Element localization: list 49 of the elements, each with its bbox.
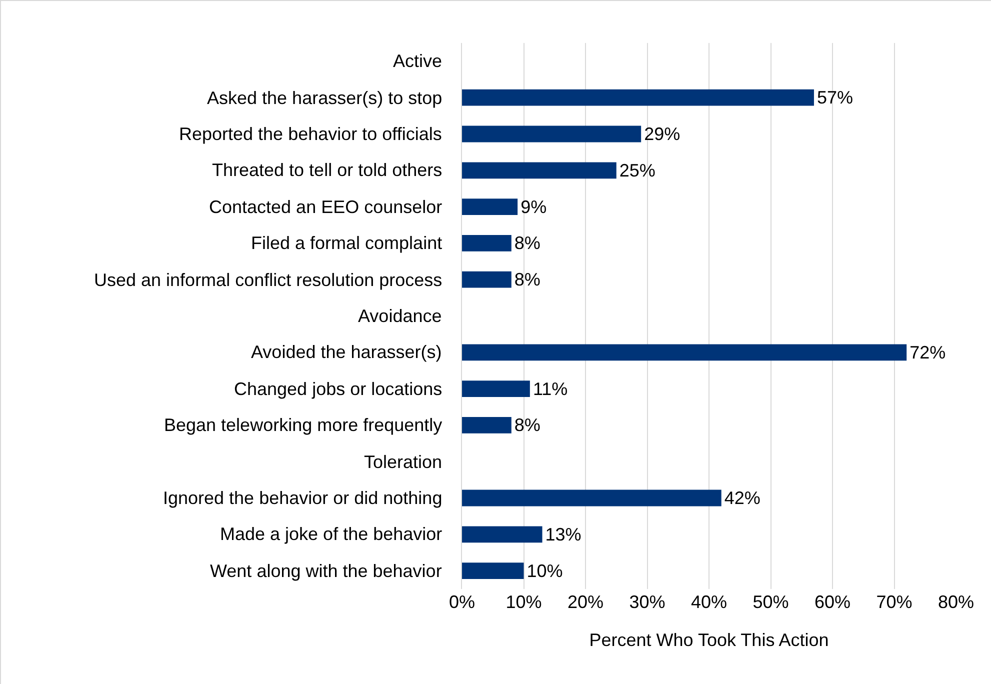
y-tick-label: Asked the harasser(s) to stop <box>207 88 442 108</box>
x-tick-label: 20% <box>567 592 604 612</box>
y-tick-label: Contacted an EEO counselor <box>209 197 442 217</box>
data-label: 10% <box>526 560 563 581</box>
bar <box>462 380 530 397</box>
y-tick-label: Made a joke of the behavior <box>220 524 442 544</box>
x-axis-title: Percent Who Took This Action <box>589 630 829 650</box>
y-tick-label: Toleration <box>364 452 442 472</box>
data-label: 11% <box>532 378 568 399</box>
bar <box>462 162 616 179</box>
data-label: 9% <box>520 196 547 217</box>
y-tick-label: Used an informal conflict resolution process <box>94 270 442 290</box>
data-label: 29% <box>644 124 680 144</box>
y-tick-label: Ignored the behavior or did nothing <box>163 488 442 508</box>
y-tick-label: Threated to tell or told others <box>212 160 442 180</box>
bar <box>462 235 512 252</box>
data-label: 42% <box>724 488 760 508</box>
x-tick-label: 10% <box>506 592 542 612</box>
bar <box>462 89 814 106</box>
data-label: 8% <box>514 233 540 254</box>
y-tick-label: Reported the behavior to officials <box>179 124 442 144</box>
y-tick-label: Began teleworking more frequently <box>164 415 442 435</box>
y-tick-label: Active <box>393 51 442 71</box>
bar <box>462 126 642 142</box>
data-label: 72% <box>910 342 946 362</box>
y-tick-label: Avoidance <box>358 306 442 326</box>
bar <box>462 562 524 579</box>
y-tick-label: Went along with the behavior <box>210 561 442 581</box>
bar <box>462 526 542 543</box>
y-tick-label: Filed a formal complaint <box>251 233 442 253</box>
data-label: 8% <box>514 270 540 290</box>
bar <box>462 344 907 361</box>
x-tick-label: 30% <box>629 592 666 612</box>
x-tick-label: 60% <box>814 592 851 612</box>
x-tick-label: 40% <box>690 592 728 612</box>
bar <box>462 198 518 215</box>
x-tick-label: 0% <box>448 592 476 612</box>
data-label: 13% <box>545 524 582 544</box>
x-tick-label: 50% <box>752 592 789 612</box>
bar <box>462 271 512 288</box>
bar <box>462 490 722 506</box>
data-label: 57% <box>816 88 854 108</box>
x-tick-label: 70% <box>876 592 912 612</box>
data-label: 8% <box>514 415 540 436</box>
x-tick-label: 80% <box>938 592 974 612</box>
bar <box>462 417 512 434</box>
y-tick-label: Changed jobs or locations <box>234 379 442 399</box>
data-label: 25% <box>619 160 656 180</box>
y-tick-label: Avoided the harasser(s) <box>251 342 442 362</box>
